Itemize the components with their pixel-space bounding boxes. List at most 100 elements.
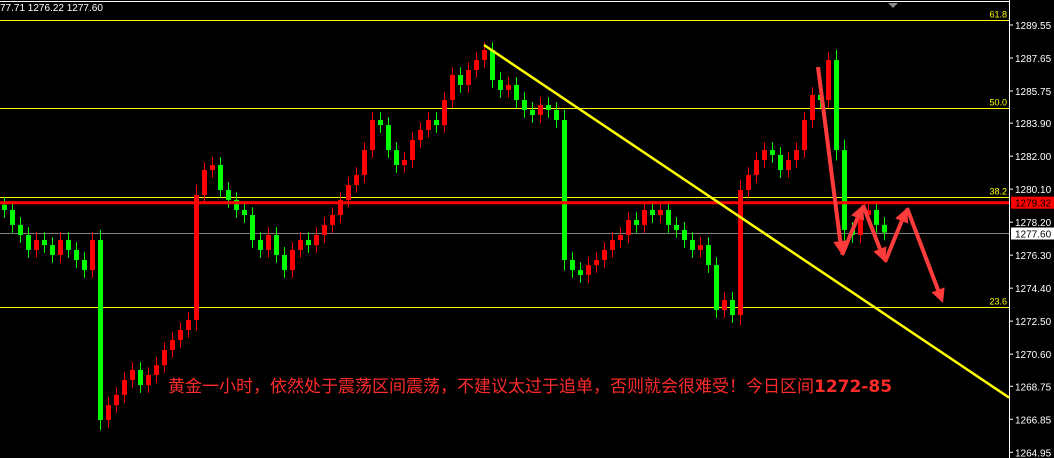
y-tick-label: 1287.65 — [1015, 54, 1052, 65]
candle-body — [882, 224, 887, 233]
candle-body — [90, 240, 95, 271]
candle — [618, 227, 623, 248]
candle-body — [674, 224, 679, 230]
candle-body — [42, 240, 47, 246]
annotation-range: 1272-85 — [814, 377, 893, 397]
candle — [386, 117, 391, 158]
candle — [810, 87, 815, 128]
candle-body — [226, 190, 231, 200]
candle-body — [834, 60, 839, 151]
candle — [290, 242, 295, 278]
current-price-label: 1279.32 — [1015, 199, 1052, 210]
candle-body — [466, 69, 471, 85]
candle — [458, 67, 463, 93]
chart-annotation: 黄金一小时，依然处于震荡区间震荡，不建议太过于追单，否则就会很难受！今日区间12… — [168, 372, 892, 397]
candle — [298, 232, 303, 258]
candle — [506, 77, 511, 98]
candle-body — [250, 215, 255, 241]
candle-body — [58, 240, 63, 255]
fib-label: 61.8 — [989, 10, 1007, 20]
forecast-arrowhead-icon — [833, 240, 848, 255]
forecast-arrow-shaft — [861, 204, 882, 250]
candle — [122, 372, 127, 403]
candle-body — [498, 80, 503, 90]
candle — [682, 222, 687, 248]
candle — [410, 132, 415, 168]
candle-body — [618, 235, 623, 241]
candle — [218, 157, 223, 198]
candle — [114, 387, 119, 413]
candle-body — [522, 100, 527, 110]
candle — [378, 112, 383, 133]
candle — [650, 202, 655, 223]
y-tick-label: 1270.60 — [1015, 350, 1052, 361]
candle — [18, 217, 23, 243]
bid-price-box — [1011, 227, 1054, 240]
forecast-arrowhead-icon — [931, 287, 945, 303]
candle-body — [578, 270, 583, 275]
candle — [154, 357, 159, 383]
y-tick-label: 1280.10 — [1015, 185, 1052, 196]
candle-body — [546, 105, 551, 110]
candle-body — [362, 150, 367, 176]
candle — [234, 192, 239, 218]
candle-body — [114, 394, 119, 406]
candle-body — [586, 265, 591, 275]
candle-body — [50, 245, 55, 255]
candle — [546, 97, 551, 118]
candle — [250, 207, 255, 248]
candle-body — [322, 224, 327, 236]
candle-body — [434, 120, 439, 126]
candle — [322, 217, 327, 243]
candle — [538, 97, 543, 123]
candle — [210, 157, 215, 178]
candle — [426, 112, 431, 138]
fib-label: 23.6 — [989, 297, 1007, 307]
candle-body — [298, 240, 303, 250]
y-tick-label: 1276.30 — [1015, 251, 1052, 262]
candle — [522, 92, 527, 118]
bid-price-label: 1277.60 — [1015, 230, 1052, 241]
candle — [178, 322, 183, 348]
candle-body — [346, 184, 351, 200]
candle-body — [554, 109, 559, 121]
candle — [834, 49, 839, 161]
candle-body — [482, 50, 487, 61]
candle — [578, 262, 583, 283]
candle-body — [538, 105, 543, 115]
candle-body — [2, 204, 7, 210]
candle — [82, 252, 87, 278]
candle — [90, 232, 95, 278]
candle-body — [242, 209, 247, 216]
candle-body — [506, 84, 511, 90]
candle — [442, 92, 447, 133]
candle-body — [98, 240, 103, 420]
candle — [402, 152, 407, 173]
shift-marker-icon — [888, 3, 898, 8]
annotation-text: 黄金一小时，依然处于震荡区间震荡，不建议太过于追单，否则就会很难受！今日区间 — [168, 377, 814, 397]
candle — [394, 142, 399, 173]
candle-body — [634, 220, 639, 225]
candle-body — [314, 235, 319, 246]
candle — [770, 142, 775, 163]
y-tick-label: 1272.50 — [1015, 317, 1052, 328]
y-tick-label: 1282.00 — [1015, 152, 1052, 163]
forecast-arrow-shaft — [905, 207, 940, 291]
candle — [778, 147, 783, 178]
y-tick-label: 1283.90 — [1015, 119, 1052, 130]
candle — [674, 217, 679, 238]
candle — [370, 112, 375, 158]
candle-body — [378, 120, 383, 126]
candle — [826, 52, 831, 108]
trendline — [483, 43, 1010, 399]
candle — [274, 227, 279, 263]
candle-body — [770, 150, 775, 155]
candle — [282, 247, 287, 278]
candle-body — [410, 139, 415, 160]
candle-body — [162, 349, 167, 366]
candle-body — [258, 240, 263, 250]
candle-body — [730, 299, 735, 316]
candle — [498, 72, 503, 98]
candle-body — [626, 220, 631, 236]
